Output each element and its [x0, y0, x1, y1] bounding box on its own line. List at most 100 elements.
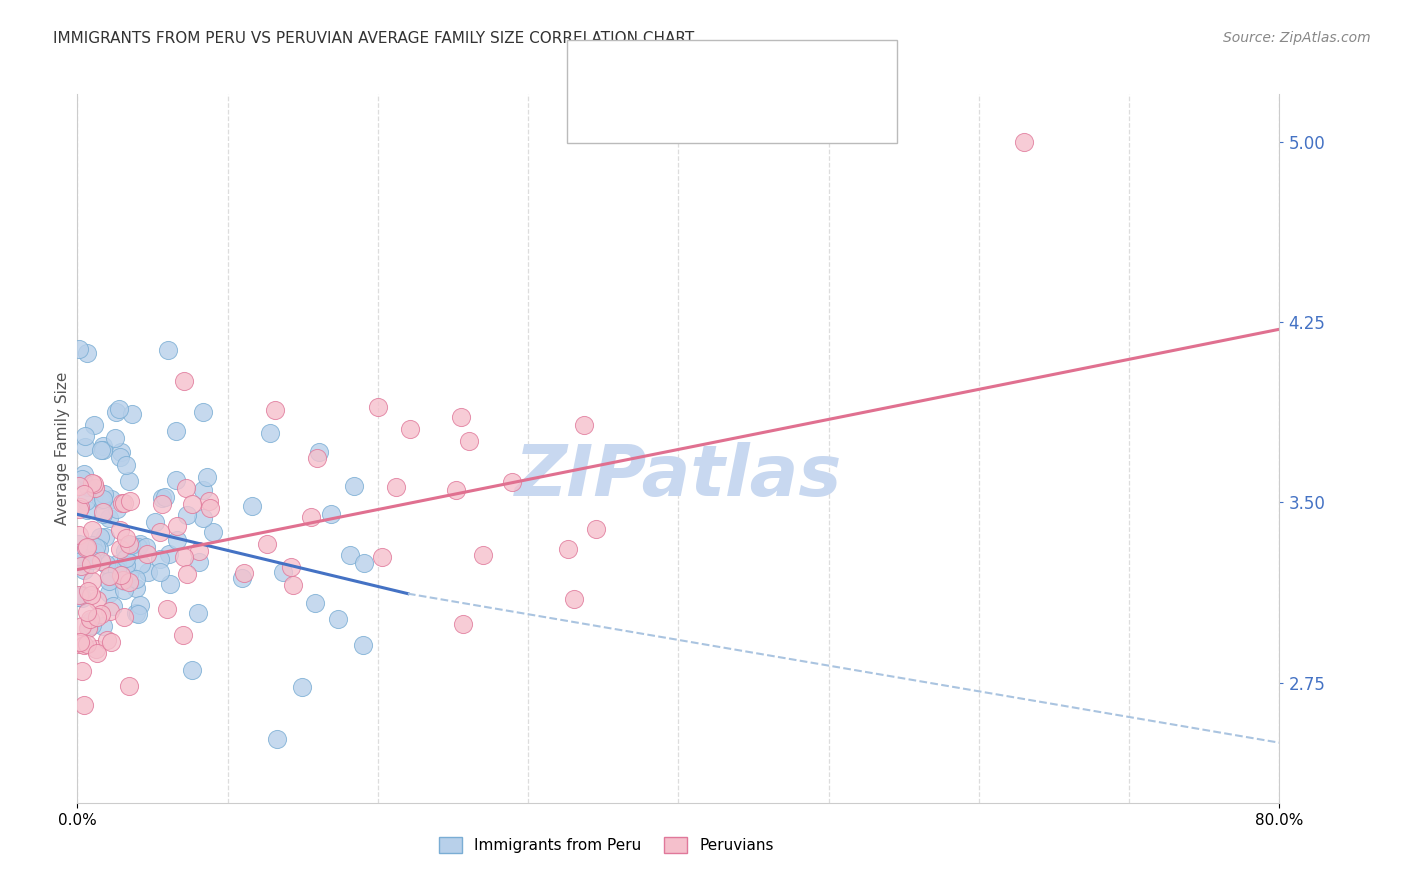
Point — [75, 541, 97, 555]
Point — [67, 501, 90, 516]
Point — [319, 508, 342, 522]
Point — [198, 493, 221, 508]
Text: 86: 86 — [818, 107, 844, 125]
Point — [195, 470, 218, 484]
Point — [80, 557, 103, 571]
Point — [118, 679, 141, 693]
Point — [305, 451, 328, 466]
Point — [149, 566, 172, 580]
Point — [172, 628, 194, 642]
Text: -0.236: -0.236 — [686, 65, 740, 83]
Point — [108, 450, 131, 464]
Point — [451, 617, 474, 632]
Point — [173, 550, 195, 565]
Point — [70, 619, 93, 633]
Point — [112, 609, 135, 624]
Point — [76, 503, 98, 517]
Point — [84, 545, 107, 559]
Point — [118, 568, 141, 582]
Point — [76, 637, 98, 651]
Point — [371, 550, 394, 565]
Point — [67, 637, 90, 651]
Point — [118, 474, 141, 488]
Text: 0.186: 0.186 — [686, 107, 738, 125]
Point — [149, 551, 172, 566]
Point — [110, 445, 132, 459]
Point — [125, 606, 148, 620]
Point — [77, 622, 100, 636]
Point — [118, 537, 141, 551]
Point — [90, 554, 112, 568]
Point — [79, 611, 101, 625]
Point — [105, 557, 128, 571]
Point — [91, 492, 114, 507]
Point — [76, 540, 98, 554]
Point — [191, 511, 214, 525]
Point — [266, 731, 288, 746]
Point — [87, 542, 110, 557]
Point — [86, 646, 108, 660]
Point — [157, 343, 180, 357]
Point — [91, 438, 114, 452]
Point — [157, 547, 180, 561]
Point — [98, 510, 121, 524]
Point — [450, 409, 472, 424]
Point — [308, 445, 330, 459]
Point — [352, 638, 374, 652]
Point — [444, 483, 467, 497]
Point — [86, 593, 108, 607]
Point — [96, 632, 118, 647]
Point — [77, 584, 100, 599]
Point — [187, 543, 209, 558]
Point — [80, 553, 103, 567]
Point — [232, 566, 254, 580]
Point — [100, 635, 122, 649]
Text: R =: R = — [633, 107, 669, 125]
Point — [80, 588, 103, 602]
Point — [70, 559, 93, 574]
Legend: Immigrants from Peru, Peruvians: Immigrants from Peru, Peruvians — [433, 830, 780, 859]
Point — [77, 620, 100, 634]
Point — [114, 543, 136, 558]
Point — [67, 527, 90, 541]
Point — [198, 500, 221, 515]
Point — [150, 491, 173, 505]
Point — [100, 604, 122, 618]
Point — [135, 541, 157, 555]
Point — [173, 374, 195, 388]
Point — [176, 566, 198, 581]
Point — [458, 434, 481, 448]
Point — [149, 524, 172, 539]
Point — [94, 557, 117, 571]
Point — [90, 443, 112, 458]
Point — [187, 607, 209, 621]
Point — [111, 496, 134, 510]
Point — [82, 617, 104, 632]
Point — [304, 596, 326, 610]
Point — [80, 574, 103, 589]
Point — [70, 591, 93, 606]
Point — [94, 530, 117, 544]
Point — [150, 497, 173, 511]
Point — [127, 607, 149, 622]
Point — [112, 496, 135, 510]
Point — [86, 610, 108, 624]
Point — [67, 549, 90, 563]
Point — [93, 505, 115, 519]
Point — [155, 490, 177, 504]
Point — [121, 407, 143, 421]
Point — [115, 531, 138, 545]
Point — [101, 599, 124, 614]
Text: 105: 105 — [818, 65, 849, 83]
Point — [128, 598, 150, 612]
Point — [69, 635, 91, 649]
Point — [176, 508, 198, 523]
Point — [80, 538, 103, 552]
Point — [76, 346, 98, 360]
Point — [72, 472, 94, 486]
Point — [108, 541, 131, 556]
Point — [281, 578, 304, 592]
FancyBboxPatch shape — [581, 58, 624, 91]
Point — [73, 467, 96, 481]
Point — [343, 479, 366, 493]
